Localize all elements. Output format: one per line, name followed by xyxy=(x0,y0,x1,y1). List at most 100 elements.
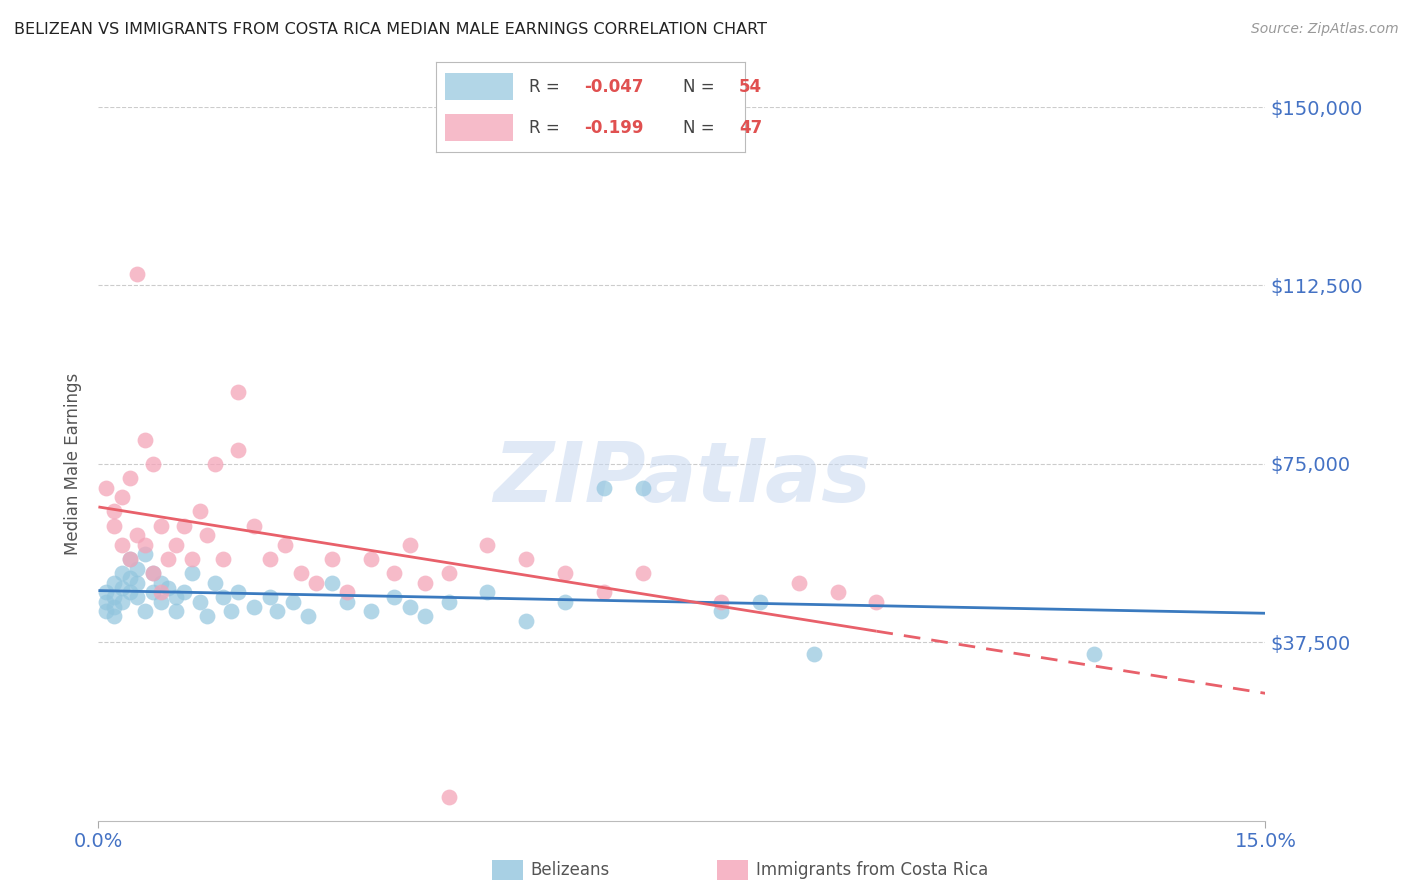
Point xyxy=(865,595,887,609)
Point xyxy=(111,538,134,552)
Point xyxy=(1083,647,1105,661)
Point xyxy=(631,566,654,581)
Point xyxy=(360,552,382,566)
Text: Belizeans: Belizeans xyxy=(530,861,609,879)
Text: -0.199: -0.199 xyxy=(585,119,644,136)
Point xyxy=(149,575,172,590)
Point xyxy=(274,538,297,552)
Point xyxy=(96,595,118,609)
Point xyxy=(748,595,770,609)
Point xyxy=(398,599,420,614)
Point xyxy=(111,490,134,504)
Text: Source: ZipAtlas.com: Source: ZipAtlas.com xyxy=(1251,22,1399,37)
Point xyxy=(413,575,436,590)
Point xyxy=(103,575,125,590)
Point xyxy=(336,585,359,599)
Point xyxy=(157,581,180,595)
Point xyxy=(437,595,460,609)
Point xyxy=(515,552,537,566)
Point xyxy=(360,604,382,618)
Point xyxy=(259,590,281,604)
Point xyxy=(515,614,537,628)
Point xyxy=(111,566,134,581)
Point xyxy=(827,585,849,599)
Point xyxy=(134,433,156,447)
Point xyxy=(103,518,125,533)
Point xyxy=(134,604,156,618)
Point xyxy=(477,538,499,552)
Point xyxy=(127,528,149,542)
Point xyxy=(173,518,195,533)
Point xyxy=(321,575,343,590)
Bar xyxy=(446,73,513,100)
Point xyxy=(142,566,165,581)
Point xyxy=(111,581,134,595)
Point xyxy=(149,595,172,609)
Point xyxy=(142,457,165,471)
Point xyxy=(554,595,576,609)
Point xyxy=(413,609,436,624)
Point xyxy=(243,599,266,614)
Point xyxy=(127,590,149,604)
Point xyxy=(290,566,312,581)
Point xyxy=(204,575,226,590)
Point xyxy=(803,647,825,661)
Point xyxy=(195,609,218,624)
Point xyxy=(180,566,202,581)
Point xyxy=(593,481,616,495)
Point xyxy=(118,552,141,566)
Point xyxy=(228,442,250,457)
Text: R =: R = xyxy=(529,78,565,95)
Point xyxy=(195,528,218,542)
Point xyxy=(103,599,125,614)
Point xyxy=(149,518,172,533)
Point xyxy=(437,789,460,804)
Point xyxy=(118,585,141,599)
Point xyxy=(477,585,499,599)
Text: ZIPatlas: ZIPatlas xyxy=(494,438,870,518)
Point xyxy=(96,481,118,495)
Point xyxy=(165,590,187,604)
Point xyxy=(243,518,266,533)
Point xyxy=(96,585,118,599)
Text: BELIZEAN VS IMMIGRANTS FROM COSTA RICA MEDIAN MALE EARNINGS CORRELATION CHART: BELIZEAN VS IMMIGRANTS FROM COSTA RICA M… xyxy=(14,22,768,37)
Point xyxy=(382,566,405,581)
Point xyxy=(134,538,156,552)
Point xyxy=(142,566,165,581)
Point xyxy=(103,609,125,624)
Point xyxy=(127,561,149,575)
Point xyxy=(228,585,250,599)
Point xyxy=(127,575,149,590)
Point xyxy=(118,471,141,485)
Text: R =: R = xyxy=(529,119,565,136)
Point xyxy=(96,604,118,618)
Point xyxy=(188,504,211,518)
Point xyxy=(228,385,250,400)
Bar xyxy=(446,114,513,141)
Point xyxy=(118,571,141,585)
Point xyxy=(212,552,235,566)
Text: -0.047: -0.047 xyxy=(585,78,644,95)
Point xyxy=(103,590,125,604)
Point xyxy=(259,552,281,566)
Point xyxy=(398,538,420,552)
Point xyxy=(631,481,654,495)
Point xyxy=(305,575,328,590)
Point xyxy=(188,595,211,609)
Point xyxy=(212,590,235,604)
Text: 54: 54 xyxy=(740,78,762,95)
Point xyxy=(165,604,187,618)
Point xyxy=(111,595,134,609)
Text: 47: 47 xyxy=(740,119,762,136)
Point xyxy=(165,538,187,552)
Point xyxy=(266,604,288,618)
Point xyxy=(142,585,165,599)
Text: Immigrants from Costa Rica: Immigrants from Costa Rica xyxy=(756,861,988,879)
Point xyxy=(593,585,616,599)
Point xyxy=(118,552,141,566)
Point xyxy=(382,590,405,604)
Point xyxy=(149,585,172,599)
Point xyxy=(710,595,733,609)
Point xyxy=(321,552,343,566)
Point xyxy=(297,609,319,624)
